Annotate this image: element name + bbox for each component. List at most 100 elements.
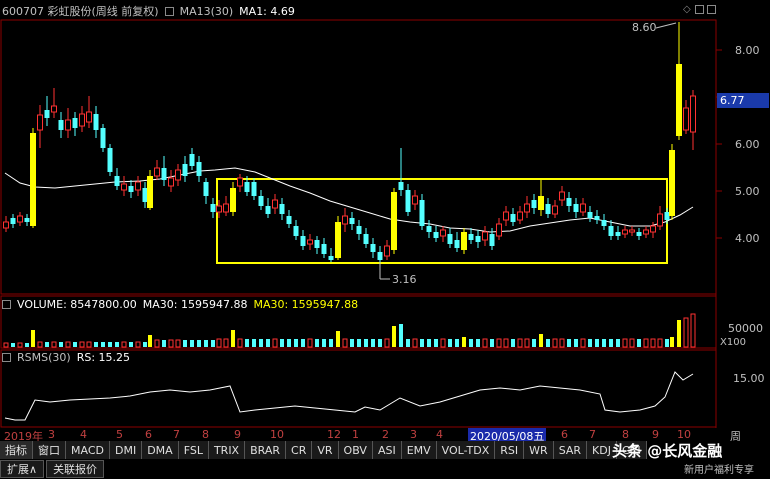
- volume-bar: [65, 341, 71, 348]
- date-month: 2: [382, 428, 389, 441]
- volume-bar: [539, 334, 543, 347]
- candle-body: [321, 244, 327, 254]
- candle-body: [72, 118, 78, 128]
- candle-body: [328, 256, 334, 260]
- candle-body: [161, 168, 167, 180]
- tab-asi[interactable]: ASI: [372, 441, 402, 459]
- candle-body: [391, 192, 397, 250]
- close-square-icon[interactable]: [707, 5, 716, 14]
- tab-window[interactable]: 窗口: [33, 441, 66, 459]
- tab-vr[interactable]: VR: [312, 441, 339, 459]
- date-month: 9: [234, 428, 241, 441]
- candle-body: [690, 95, 696, 133]
- tab-dma[interactable]: DMA: [142, 441, 179, 459]
- date-month: 1: [352, 428, 359, 441]
- candle-body: [412, 195, 418, 205]
- volume-bar: [670, 337, 674, 347]
- stock-title[interactable]: 600707 彩虹股份(周线 前复权): [2, 5, 159, 18]
- tab-macd[interactable]: MACD: [66, 441, 110, 459]
- volume-bar: [595, 339, 599, 347]
- volume-bar: [490, 339, 494, 347]
- expand-button[interactable]: 扩展∧: [0, 460, 45, 478]
- volume-options-icon[interactable]: [2, 299, 11, 309]
- date-month: 10: [270, 428, 284, 441]
- candle-body: [676, 64, 682, 136]
- volume-bar: [643, 338, 649, 348]
- tab-fsl[interactable]: FSL: [178, 441, 209, 459]
- tab-rsi[interactable]: RSI: [495, 441, 525, 459]
- tab-kdj[interactable]: KDJ: [587, 441, 617, 459]
- volume-bar: [190, 340, 194, 347]
- volume-bar: [280, 339, 284, 347]
- volume-bar: [45, 342, 49, 347]
- date-month: 8: [622, 428, 629, 441]
- volume-bar: [476, 339, 480, 347]
- volume-bar: [448, 339, 452, 347]
- candle-body: [657, 213, 663, 227]
- volume-bar: [231, 330, 235, 347]
- volume-bar: [287, 339, 291, 347]
- tab-brar[interactable]: BRAR: [245, 441, 287, 459]
- candle-body: [384, 245, 390, 257]
- candle-body: [142, 188, 148, 202]
- candle-body: [272, 199, 278, 209]
- volume-bars: [3, 313, 696, 348]
- volume-unit: X100: [720, 337, 746, 348]
- volume-bar: [412, 338, 418, 348]
- candle-body: [601, 220, 607, 226]
- candle-body: [93, 114, 99, 130]
- candle-body: [573, 204, 579, 212]
- candle-body: [468, 234, 474, 240]
- candle-body: [356, 226, 362, 234]
- volume-bar: [378, 339, 382, 347]
- candle-body: [65, 119, 71, 131]
- tab-wr[interactable]: WR: [524, 441, 554, 459]
- date-month: 12: [327, 428, 341, 441]
- tab-dmi[interactable]: DMI: [109, 441, 143, 459]
- volume-bar: [496, 338, 502, 348]
- date-month: 9: [652, 428, 659, 441]
- candle-body: [524, 203, 530, 213]
- candle-body: [37, 114, 43, 131]
- candle-body: [114, 176, 120, 186]
- current-price: 6.77: [720, 94, 745, 107]
- tab-indicator[interactable]: 指标: [0, 441, 33, 459]
- candle-body: [615, 232, 621, 236]
- date-month: 4: [80, 428, 87, 441]
- candle-body: [258, 196, 264, 206]
- rsms-options-icon[interactable]: [2, 352, 11, 362]
- candle-body: [594, 216, 600, 220]
- volume-bar: [588, 339, 592, 347]
- volume-bar: [427, 339, 431, 347]
- volume-bar: [11, 343, 15, 347]
- tab-obv[interactable]: OBV: [338, 441, 373, 459]
- candle-body: [636, 232, 642, 236]
- tab-cci[interactable]: CCI: [616, 441, 647, 459]
- candle-body: [426, 226, 432, 232]
- candle-body: [510, 214, 516, 222]
- price-tick-4: 4.00: [735, 232, 760, 245]
- consolidation-box: [216, 178, 668, 264]
- volume-bar: [31, 330, 35, 347]
- volume-bar: [629, 338, 635, 348]
- candle-body: [419, 200, 425, 226]
- volume-bar: [245, 339, 249, 347]
- diamond-icon[interactable]: ◇: [683, 4, 691, 15]
- tab-trix[interactable]: TRIX: [208, 441, 246, 459]
- tab-vol-tdx[interactable]: VOL-TDX: [436, 441, 496, 459]
- related-quotes-button[interactable]: 关联报价: [46, 460, 105, 478]
- tab-emv[interactable]: EMV: [401, 441, 437, 459]
- candle-body: [447, 234, 453, 244]
- options-square-icon[interactable]: [164, 6, 174, 16]
- tab-cr[interactable]: CR: [286, 441, 313, 459]
- volume-bar: [657, 338, 663, 348]
- volume-bar: [364, 339, 368, 347]
- tab-sar[interactable]: SAR: [553, 441, 588, 459]
- volume-bar: [101, 342, 105, 347]
- volume-bar: [665, 339, 669, 347]
- low-annotation: 3.16: [392, 273, 417, 286]
- candle-body: [216, 205, 222, 213]
- volume-bar: [342, 338, 348, 348]
- candle-body: [475, 236, 481, 242]
- restore-icon[interactable]: [695, 5, 704, 14]
